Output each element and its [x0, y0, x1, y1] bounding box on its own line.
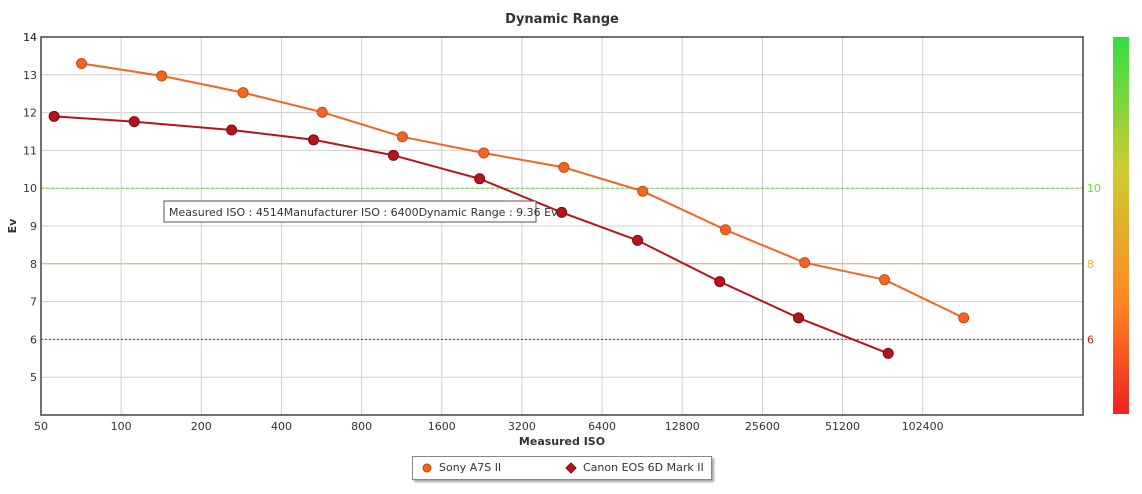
data-point[interactable] — [799, 257, 811, 269]
y-tick-label: 10 — [23, 182, 37, 195]
y-tick-label: 9 — [30, 220, 37, 233]
data-point[interactable] — [882, 347, 894, 359]
tooltip-text: Measured ISO : 4514Manufacturer ISO : 64… — [169, 206, 558, 219]
data-point[interactable] — [558, 161, 570, 173]
data-point[interactable] — [128, 116, 140, 128]
data-point[interactable] — [156, 70, 168, 82]
data-point[interactable] — [632, 234, 644, 246]
legend-label-sony: Sony A7S II — [439, 461, 502, 474]
x-axis-label: Measured ISO — [519, 435, 605, 448]
y-tick-label: 14 — [23, 31, 37, 44]
data-point[interactable] — [719, 224, 731, 236]
data-point[interactable] — [879, 274, 891, 286]
data-point[interactable] — [226, 124, 238, 136]
threshold-label: 6 — [1087, 333, 1094, 346]
x-tick-label: 50 — [34, 420, 48, 433]
data-point[interactable] — [316, 106, 328, 118]
data-point[interactable] — [637, 185, 649, 197]
y-tick-label: 11 — [23, 144, 37, 157]
data-point[interactable] — [958, 312, 970, 324]
series-layer — [48, 57, 970, 359]
data-point[interactable] — [387, 149, 399, 161]
plot-grid — [41, 37, 1083, 415]
y-tick-label: 13 — [23, 69, 37, 82]
y-tick-label: 6 — [30, 333, 37, 346]
plot-border — [40, 36, 1084, 416]
x-tick-label: 102400 — [902, 420, 944, 433]
y-axis-label: Ev — [6, 218, 19, 234]
y-tick-label: 14 — [23, 31, 37, 44]
y-tick-label: 5 — [30, 371, 37, 384]
series-sony-a7s-ii — [76, 57, 970, 324]
tooltip: Measured ISO : 4514Manufacturer ISO : 64… — [163, 200, 558, 223]
data-point[interactable] — [237, 87, 249, 99]
y-tick-label: 7 — [30, 296, 37, 309]
x-tick-label: 3200 — [508, 420, 536, 433]
threshold-lines: 10 8 6 — [41, 182, 1101, 346]
chart-legend: Sony A7S II Canon EOS 6D Mark II — [412, 456, 712, 480]
data-point[interactable] — [48, 110, 60, 122]
chart-title: Dynamic Range — [505, 12, 619, 27]
legend-marker-diamond-icon — [565, 461, 577, 474]
legend-item-canon[interactable]: Canon EOS 6D Mark II — [565, 461, 704, 474]
series-canon-eos-6d-mark-ii — [48, 110, 894, 359]
data-point[interactable] — [474, 173, 486, 185]
x-tick-label: 100 — [111, 420, 132, 433]
data-point[interactable] — [478, 147, 490, 159]
series-line — [81, 62, 965, 319]
threshold-label: 10 — [1087, 182, 1101, 195]
data-point[interactable] — [556, 206, 568, 218]
y-tick-label: 12 — [23, 107, 37, 120]
x-axis-ticks: 50 100 200 400 800 1600 3200 6400 12800 25600 5120… — [34, 420, 944, 433]
x-tick-label: 51200 — [825, 420, 860, 433]
data-point[interactable] — [396, 131, 408, 143]
x-tick-label: 400 — [271, 420, 292, 433]
data-point[interactable] — [793, 312, 805, 324]
data-point[interactable] — [714, 276, 726, 288]
x-tick-label: 200 — [191, 420, 212, 433]
legend-item-sony[interactable]: Sony A7S II — [421, 461, 501, 474]
data-point[interactable] — [76, 57, 88, 69]
tooltip-box — [163, 200, 537, 223]
x-tick-label: 12800 — [665, 420, 700, 433]
y-tick-label: 8 — [30, 258, 37, 271]
threshold-label: 8 — [1087, 258, 1094, 271]
data-point[interactable] — [308, 134, 320, 146]
x-tick-label: 1600 — [428, 420, 456, 433]
x-tick-label: 25600 — [745, 420, 780, 433]
x-tick-label: 6400 — [588, 420, 616, 433]
color-scale-bar — [1113, 37, 1129, 414]
legend-marker-circle-icon — [422, 463, 432, 472]
series-line — [54, 115, 889, 355]
x-tick-label: 800 — [351, 420, 372, 433]
legend-label-canon: Canon EOS 6D Mark II — [583, 461, 704, 474]
